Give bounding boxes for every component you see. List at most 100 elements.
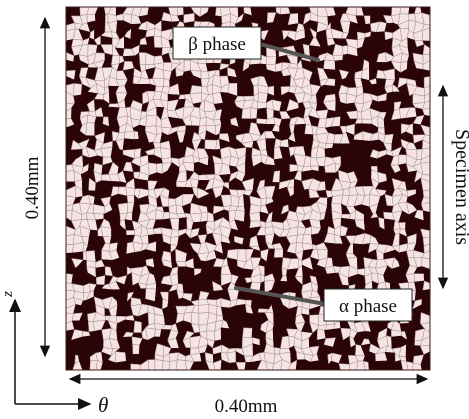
alpha-grain: [273, 85, 282, 97]
beta-grain: [406, 250, 415, 259]
beta-grain: [406, 361, 414, 370]
theta-axis-label: θ: [98, 393, 108, 417]
beta-grain: [421, 27, 430, 42]
alpha-grain: [391, 123, 402, 135]
beta-grain: [124, 130, 135, 140]
beta-grain: [422, 108, 430, 117]
beta-grain: [177, 7, 185, 17]
beta-grain: [420, 162, 430, 176]
alpha-grain: [219, 118, 232, 125]
alpha-grain: [214, 15, 223, 25]
beta-grain: [424, 92, 430, 103]
beta-grain: [162, 211, 171, 220]
beta-grain: [273, 248, 284, 259]
beta-grain: [342, 187, 350, 197]
beta-grain: [342, 45, 349, 56]
alpha-grain: [392, 359, 404, 370]
beta-grain: [420, 124, 430, 137]
beta-grain: [413, 273, 425, 283]
beta-grain: [421, 147, 430, 161]
alpha-grain: [88, 229, 99, 238]
alpha-grain: [177, 273, 184, 285]
beta-grain: [356, 360, 366, 370]
alpha-grain: [288, 7, 299, 15]
beta-grain: [175, 359, 187, 370]
beta-grain: [422, 53, 430, 65]
alpha-grain: [386, 100, 395, 113]
alpha-grain: [220, 108, 231, 120]
alpha-grain: [420, 218, 430, 231]
beta-grain: [183, 59, 191, 73]
alpha-grain: [116, 304, 128, 317]
beta-grain: [132, 344, 140, 355]
beta-grain: [154, 359, 164, 370]
alpha-phase-label-box: [323, 288, 413, 322]
beta-phase-label: β phase: [188, 34, 246, 55]
beta-grain: [130, 363, 142, 370]
alpha-grain: [421, 266, 430, 275]
alpha-grain: [234, 335, 243, 349]
alpha-grain: [327, 249, 333, 259]
alpha-grain: [117, 193, 129, 205]
alpha-grain: [66, 363, 76, 370]
beta-grain: [422, 189, 430, 199]
panel-border: [65, 6, 431, 371]
beta-grain: [125, 230, 136, 236]
beta-grain: [66, 244, 74, 254]
alpha-phase-label: α phase: [339, 296, 397, 317]
alpha-grain: [354, 284, 366, 290]
alpha-grain: [235, 304, 247, 314]
alpha-grain: [422, 210, 430, 222]
beta-grain: [145, 114, 158, 127]
alpha-grain: [324, 360, 335, 370]
beta-grain: [145, 283, 157, 290]
alpha-grain: [256, 107, 268, 120]
height-dimension-label: 0.40mm: [22, 156, 43, 219]
beta-grain: [421, 12, 430, 26]
alpha-grain: [348, 21, 359, 34]
beta-grain: [419, 345, 430, 356]
beta-grain: [199, 116, 207, 127]
alpha-grain: [420, 351, 430, 365]
beta-grain: [100, 146, 113, 158]
alpha-grain: [421, 289, 430, 300]
beta-grain: [422, 328, 430, 341]
beta-grain: [420, 155, 430, 164]
beta-grain: [111, 55, 121, 65]
alpha-grain: [302, 196, 311, 208]
beta-grain: [422, 139, 430, 150]
beta-grain: [95, 360, 104, 370]
alpha-grain: [324, 84, 336, 96]
beta-grain: [256, 360, 269, 370]
alpha-grain: [154, 47, 163, 57]
beta-grain: [362, 360, 370, 370]
beta-grain: [420, 228, 430, 239]
alpha-grain: [391, 335, 402, 350]
beta-grain: [420, 177, 430, 192]
beta-grain: [338, 363, 351, 370]
beta-grain: [66, 233, 75, 245]
beta-grain: [162, 62, 173, 72]
alpha-grain: [140, 288, 147, 300]
beta-grain: [242, 327, 253, 338]
beta-grain: [265, 56, 277, 65]
beta-grain: [133, 320, 143, 334]
beta-grain: [412, 362, 423, 370]
alpha-grain: [303, 359, 314, 370]
beta-grain: [191, 311, 200, 326]
alpha-grain: [93, 340, 104, 349]
alpha-grain: [309, 360, 320, 370]
beta-grain: [160, 147, 172, 160]
beta-grain: [422, 44, 430, 56]
alpha-grain: [420, 362, 430, 370]
beta-grain: [420, 312, 430, 324]
alpha-grain: [154, 265, 164, 278]
beta-grain: [213, 359, 222, 370]
beta-grain: [422, 237, 430, 247]
alpha-grain: [250, 360, 262, 370]
beta-grain: [161, 360, 171, 370]
beta-grain: [85, 122, 95, 137]
alpha-grain: [178, 217, 188, 231]
